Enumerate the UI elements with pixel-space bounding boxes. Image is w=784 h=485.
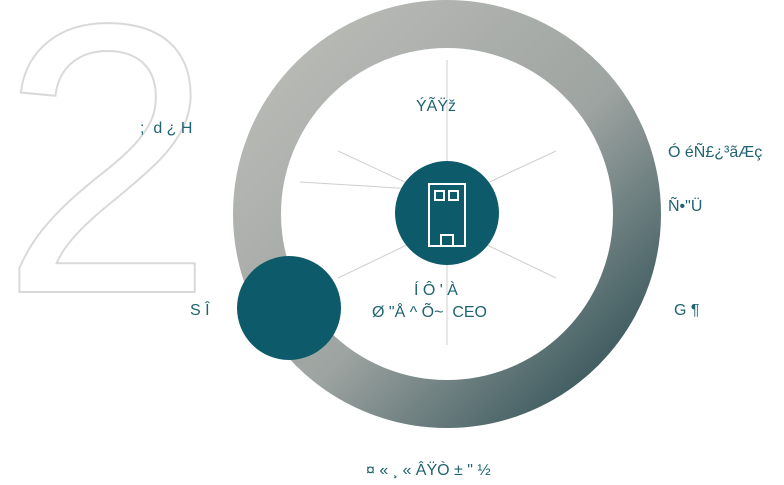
spoke-line (337, 150, 412, 186)
spoke-line (337, 242, 412, 279)
outer-ring (233, 0, 661, 428)
label-right: G ¶ (674, 302, 700, 319)
label-top-right: Ó éÑ£¿³ãÆç Ñ•"Ü (668, 108, 762, 234)
spokes (337, 60, 557, 345)
spoke-line (482, 242, 557, 279)
center-text-line2: Ø "Å ^ Õ~ CEO (372, 304, 487, 321)
label-left: S Î (190, 302, 210, 319)
label-bottom: ¤ « ¸ « ÂŸÒ ± " ½ (366, 462, 491, 479)
building-icon (428, 183, 466, 247)
spoke-line (482, 150, 557, 186)
label-upper-left: ; d ¿ H (140, 120, 193, 137)
background-numeral: 2 (0, 0, 214, 374)
center-text-line1: Í Ô ' À (414, 282, 458, 299)
label-top-right-line1: Ó éÑ£¿³ãÆç (668, 144, 763, 161)
label-top-right-line2: Ñ•"Ü (668, 198, 703, 215)
label-top: ÝÃŸž (416, 98, 457, 115)
ring-pointer (287, 176, 300, 186)
center-circle (395, 161, 499, 265)
left-node-circle (237, 256, 341, 360)
